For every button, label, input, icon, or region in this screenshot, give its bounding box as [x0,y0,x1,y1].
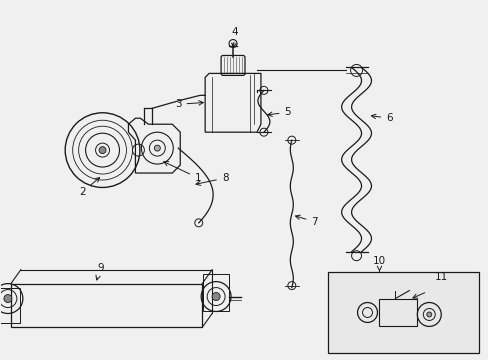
Bar [327,272,478,353]
Bar [203,274,228,311]
Text: 5: 5 [267,107,290,117]
Text: 1: 1 [163,162,201,183]
Text: 4: 4 [231,27,238,48]
Text: 9: 9 [96,263,103,280]
Circle shape [99,147,106,154]
Text: 3: 3 [175,99,203,109]
Circle shape [212,293,220,301]
Circle shape [4,294,12,302]
Text: 6: 6 [370,113,392,123]
Text: 10: 10 [372,256,385,266]
Text: 11: 11 [434,271,447,282]
Circle shape [154,145,160,151]
Bar [0,288,20,323]
Bar [11,284,202,328]
Text: 8: 8 [196,173,228,185]
Text: 7: 7 [295,215,317,227]
Circle shape [426,312,431,317]
Text: 2: 2 [79,177,100,197]
Bar [379,298,416,327]
